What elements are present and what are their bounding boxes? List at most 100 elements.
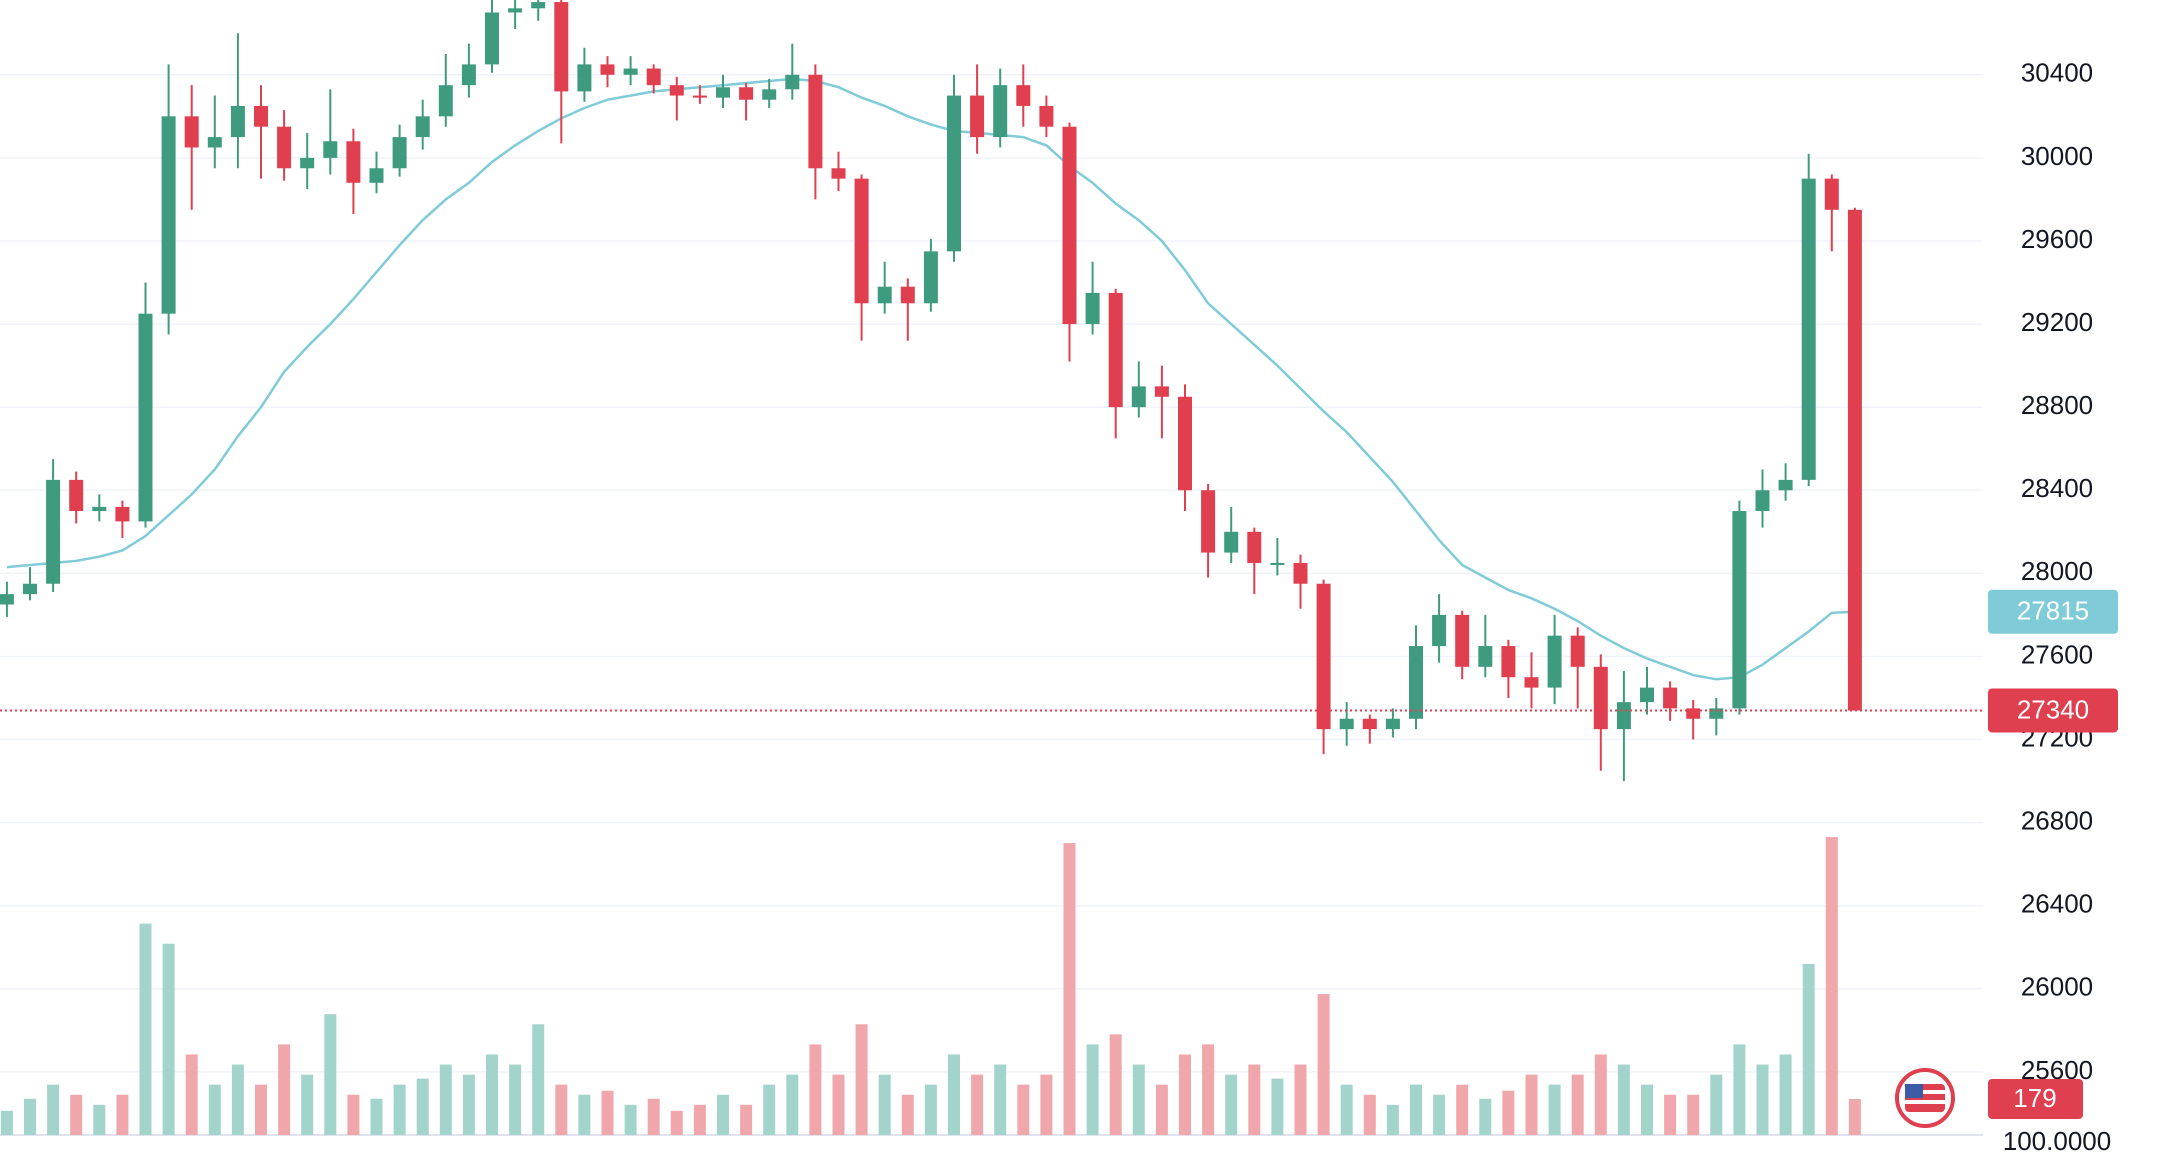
volume-bar bbox=[878, 1074, 891, 1135]
candle-body bbox=[1778, 479, 1793, 491]
volume-bar bbox=[255, 1084, 267, 1135]
flag-stripe bbox=[1905, 1090, 1945, 1094]
volume-bar bbox=[1433, 1094, 1446, 1135]
price-axis: 2560026000264002680027200276002800028400… bbox=[2021, 0, 2093, 1085]
candle-body bbox=[0, 594, 14, 605]
volume-bar bbox=[1525, 1074, 1538, 1135]
volume-bar bbox=[971, 1074, 984, 1135]
candle-body bbox=[184, 116, 199, 148]
volume-bar bbox=[1063, 843, 1076, 1135]
moving-average-line bbox=[6, 77, 1855, 681]
candle-body bbox=[854, 178, 869, 304]
candle-body bbox=[1732, 511, 1747, 709]
candle-body bbox=[1293, 562, 1308, 584]
volume-bar bbox=[1363, 1094, 1376, 1135]
volume-bar bbox=[1248, 1064, 1261, 1135]
candle-body bbox=[230, 105, 245, 138]
volume-bar bbox=[1086, 1044, 1099, 1135]
last-price-label-box bbox=[1988, 688, 2118, 733]
candle-body bbox=[1062, 126, 1077, 325]
volume-bar bbox=[1617, 1064, 1630, 1135]
volume-bar bbox=[416, 1078, 429, 1135]
volume-bar bbox=[1155, 1084, 1168, 1135]
volume-bar bbox=[1756, 1064, 1769, 1135]
candle-body bbox=[1824, 178, 1839, 210]
candle-body bbox=[92, 506, 107, 512]
volume-bar bbox=[832, 1074, 845, 1135]
volume-bar bbox=[1386, 1104, 1399, 1135]
candle-body bbox=[369, 168, 384, 183]
candle-body bbox=[1201, 490, 1216, 553]
candle-body bbox=[1270, 562, 1285, 565]
volume-bar bbox=[578, 1094, 591, 1135]
candle-body bbox=[1501, 646, 1516, 678]
volume-bar bbox=[208, 1084, 221, 1135]
candle-body bbox=[669, 85, 684, 96]
candle-body bbox=[1755, 490, 1770, 512]
volume-bar bbox=[1687, 1094, 1700, 1135]
volume-bar bbox=[370, 1098, 383, 1135]
candle-body bbox=[1339, 718, 1354, 730]
candle-body bbox=[23, 583, 37, 595]
volume-bar bbox=[855, 1024, 868, 1135]
volume-bar bbox=[1225, 1074, 1238, 1135]
volume-bar bbox=[1779, 1054, 1792, 1135]
volume-bar bbox=[786, 1074, 799, 1135]
candle-body bbox=[1478, 646, 1493, 667]
candle-body bbox=[254, 105, 268, 127]
volume-bar bbox=[1179, 1054, 1191, 1135]
volume-bar bbox=[1132, 1064, 1145, 1135]
volume-bar bbox=[324, 1014, 337, 1135]
flag-icon[interactable] bbox=[1895, 1068, 1955, 1128]
candle-body bbox=[207, 137, 222, 148]
volume-bar bbox=[162, 943, 175, 1135]
candle-body bbox=[877, 286, 892, 304]
volume-bar bbox=[1710, 1074, 1723, 1135]
candle-body bbox=[970, 95, 985, 138]
volume-bar bbox=[1502, 1090, 1515, 1135]
candle-body bbox=[1039, 105, 1054, 127]
candle-body bbox=[1362, 718, 1377, 730]
volume-bar bbox=[1733, 1044, 1746, 1135]
candle-body bbox=[900, 286, 915, 304]
candle-body bbox=[323, 141, 338, 158]
volume-bar bbox=[717, 1094, 729, 1135]
volume-bar bbox=[1641, 1084, 1653, 1135]
volume-bar bbox=[1040, 1074, 1053, 1135]
last-volume-label-box bbox=[1988, 1078, 2083, 1119]
candle-body bbox=[1640, 687, 1654, 703]
volume-bar bbox=[1456, 1084, 1469, 1135]
candle-body bbox=[1455, 614, 1470, 667]
candle-body bbox=[646, 68, 661, 86]
last-volume-label: 179 bbox=[2013, 1083, 2056, 1113]
candle-body bbox=[1131, 386, 1146, 408]
y-tick-label: 29200 bbox=[2021, 307, 2093, 337]
volume-bar bbox=[994, 1064, 1007, 1135]
y-tick-label: 26400 bbox=[2021, 889, 2093, 919]
moving-average-label: 27815 bbox=[2017, 596, 2089, 626]
candle-body bbox=[138, 313, 153, 522]
volume-bar bbox=[1202, 1044, 1215, 1135]
moving-average-label-box bbox=[1988, 589, 2118, 634]
candle-body bbox=[1016, 85, 1031, 106]
y-tick-label: 26000 bbox=[2021, 972, 2093, 1002]
volume-bar bbox=[185, 1054, 198, 1135]
volume-bar bbox=[116, 1094, 129, 1135]
candle-body bbox=[1316, 583, 1331, 730]
candle-body bbox=[531, 2, 546, 9]
candle-body bbox=[1385, 718, 1400, 730]
volume-bar bbox=[1664, 1094, 1677, 1135]
volume-pane bbox=[0, 837, 1861, 1135]
candle-body bbox=[1616, 702, 1631, 730]
candle-body bbox=[1224, 531, 1239, 553]
moving-average-layer bbox=[6, 77, 1855, 681]
volume-bar bbox=[1317, 994, 1330, 1135]
candle-body bbox=[392, 137, 407, 169]
y-tick-label: 28000 bbox=[2021, 556, 2093, 586]
candle-body bbox=[600, 64, 615, 75]
volume-bar bbox=[70, 1094, 83, 1135]
volume-bar bbox=[1479, 1098, 1492, 1135]
candle-body bbox=[808, 74, 823, 169]
